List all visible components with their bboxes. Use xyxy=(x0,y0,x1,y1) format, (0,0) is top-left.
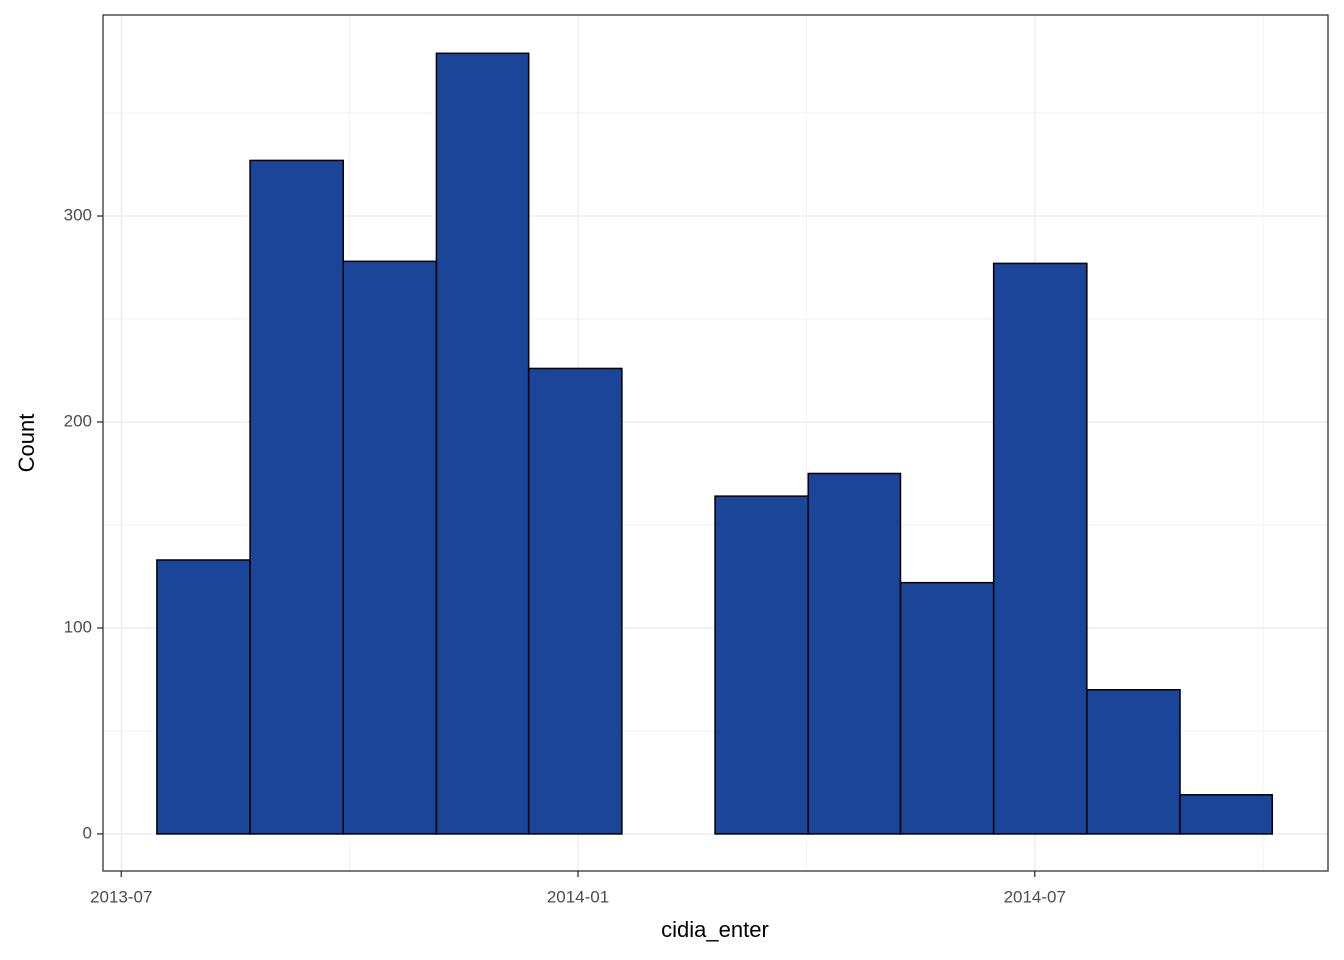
bar xyxy=(156,559,251,835)
x-axis-title: cidia_enter xyxy=(661,917,769,942)
bar xyxy=(249,159,344,835)
bar xyxy=(342,260,438,835)
x-tick-label: 2013-07 xyxy=(90,887,152,906)
bar xyxy=(899,581,995,835)
bar xyxy=(435,52,530,835)
bar xyxy=(1086,688,1181,835)
x-tick-label: 2014-07 xyxy=(1004,887,1066,906)
y-tick-label: 200 xyxy=(64,411,92,430)
bar xyxy=(714,495,809,835)
bar xyxy=(527,367,623,835)
x-tick-label: 2014-01 xyxy=(547,887,609,906)
y-tick-label: 100 xyxy=(64,617,92,636)
plot-border xyxy=(102,14,1329,872)
y-axis-title: Count xyxy=(14,414,39,473)
bar xyxy=(807,472,902,835)
bar xyxy=(1179,794,1274,835)
bar xyxy=(992,262,1088,835)
y-tick-label: 0 xyxy=(83,823,92,842)
y-tick-label: 300 xyxy=(64,206,92,225)
